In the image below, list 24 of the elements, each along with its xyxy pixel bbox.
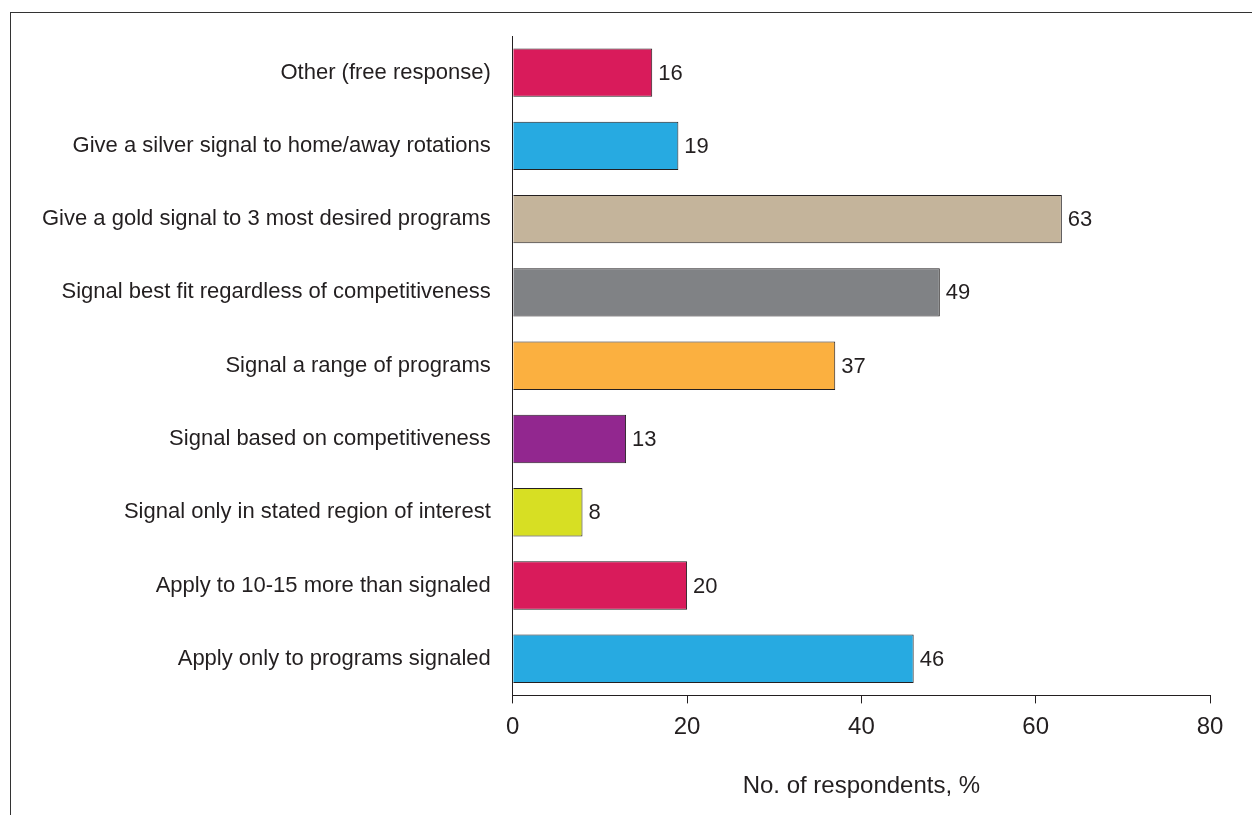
- data-label: 19: [684, 132, 709, 158]
- data-label: 37: [841, 352, 866, 378]
- data-label: 16: [658, 59, 683, 85]
- y-tick-label: Other (free response): [280, 58, 491, 84]
- data-label: 13: [632, 426, 657, 452]
- y-tick-label: Give a silver signal to home/away rotations: [72, 131, 491, 157]
- data-label: 8: [588, 499, 601, 525]
- y-tick-label: Signal a range of programs: [225, 351, 491, 377]
- y-tick-label: Signal based on competitiveness: [169, 425, 491, 451]
- y-tick-label: Signal best fit regardless of competitiveness: [61, 278, 491, 304]
- y-tick-label: Give a gold signal to 3 most desired programs: [42, 205, 491, 231]
- data-label: 63: [1067, 206, 1093, 232]
- x-tick-label: 40: [848, 712, 875, 740]
- data-label: 49: [945, 279, 971, 305]
- x-tick-label: 60: [1022, 712, 1050, 740]
- data-label: 46: [919, 645, 945, 671]
- x-axis-title: No. of respondents, %: [742, 771, 981, 799]
- x-tick-label: 20: [673, 712, 701, 740]
- y-tick-label: Apply only to programs signaled: [177, 644, 491, 670]
- x-tick-label: 80: [1196, 712, 1224, 740]
- x-tick-label: 0: [506, 712, 520, 740]
- data-label: 20: [693, 572, 718, 598]
- y-tick-label: Apply to 10-15 more than signaled: [155, 571, 491, 597]
- y-tick-label: Signal only in stated region of interest: [123, 498, 491, 524]
